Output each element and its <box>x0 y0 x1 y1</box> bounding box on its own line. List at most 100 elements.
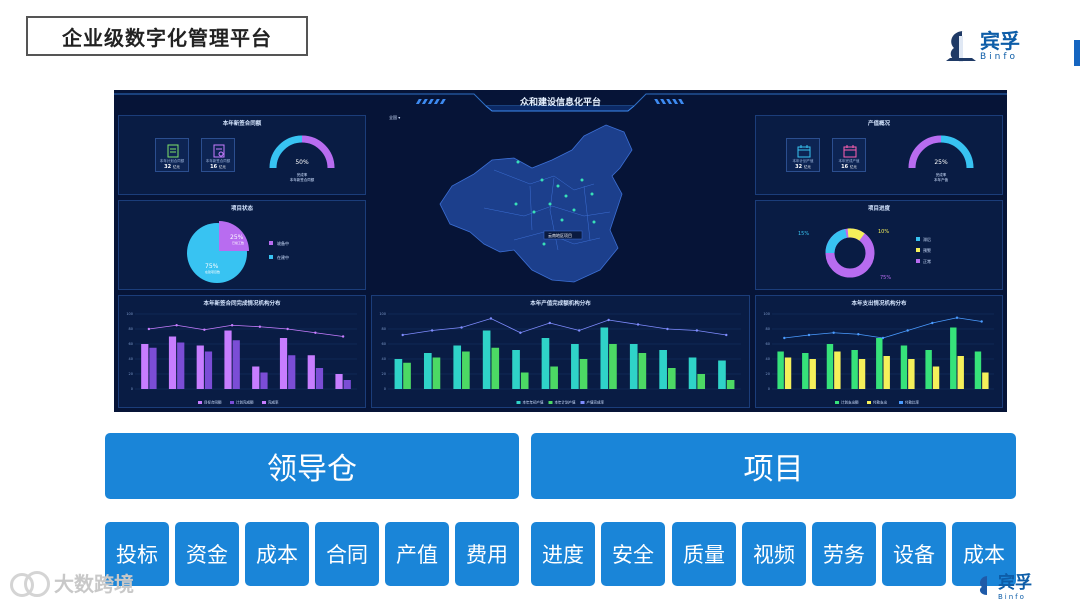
accent-bar <box>1074 40 1080 66</box>
y-tick-label: 100 <box>126 312 133 316</box>
project-status-title: 项目状态 <box>230 206 253 212</box>
legend-label: 计划完成额 <box>236 400 254 405</box>
line-series <box>148 324 344 337</box>
y-tick-label: 0 <box>384 387 386 391</box>
legend-label: 竣备中 <box>277 240 289 246</box>
gauge-value: 25% <box>934 159 948 166</box>
module-safety-button[interactable]: 安全 <box>601 522 665 586</box>
dashboard-preview: 众和建设信息化平台 全国 ▾ 本年新签合同额 本年计划合同额 32 亿元 本年新… <box>114 90 1007 412</box>
gauge-label: 完成率 <box>297 172 308 177</box>
project-progress-title: 项目进度 <box>867 206 890 212</box>
bar-series-2 <box>667 368 676 389</box>
bar-series-1 <box>600 327 609 389</box>
line-point <box>607 318 610 322</box>
module-expense-button[interactable]: 费用 <box>455 522 519 586</box>
bar-series-1 <box>826 344 834 389</box>
output-card-done: 本年完成产值 16 亿元 <box>832 138 866 172</box>
project-progress-panel: 项目进度 15% 10% 75% 滞后 预警 正常 <box>755 200 1003 290</box>
bar-series-2 <box>957 356 964 389</box>
module-progress-button[interactable]: 进度 <box>531 522 595 586</box>
bar-series-1 <box>802 353 809 389</box>
line-point <box>519 331 522 334</box>
module-labor-button[interactable]: 劳务 <box>812 522 876 586</box>
document-icon <box>167 144 179 158</box>
donut-label: 15% <box>798 231 809 237</box>
module-cost-button[interactable]: 成本 <box>245 522 309 586</box>
legend-swatch <box>548 401 553 404</box>
bar-series-1 <box>777 351 784 389</box>
dashboard-header-frame <box>114 93 1007 112</box>
line-point <box>401 333 404 337</box>
bar-series-1 <box>925 350 932 389</box>
project-status-panel: 项目状态 25% 已竣工数 75% 在建项目数 竣备中 在建中 <box>118 200 366 290</box>
bar-series-1 <box>482 330 491 389</box>
bar-series-1 <box>659 350 667 389</box>
bar-series-2 <box>697 374 706 389</box>
line-point <box>725 333 728 337</box>
bar-series-1 <box>851 350 858 389</box>
y-tick-label: 0 <box>768 387 770 391</box>
module-project-cost-button[interactable]: 成本 <box>952 522 1016 586</box>
bar-series-1 <box>876 338 883 389</box>
chart-panel-expense: 本年支出情况机构分布 0 20 40 60 80 100 计划支出额 付款支出 付款比率 <box>755 295 1003 408</box>
bar-series-1 <box>168 336 177 389</box>
bar-series-1 <box>541 338 550 389</box>
module-equipment-button[interactable]: 设备 <box>882 522 946 586</box>
output-gauge: 25% 完成率 本年产值 <box>908 135 974 182</box>
bar-series-1 <box>279 338 288 389</box>
watermark-icon <box>8 569 50 597</box>
line-point <box>666 327 669 331</box>
line-point <box>636 323 640 326</box>
region-select[interactable]: 全国 ▾ <box>389 115 401 120</box>
bar-series-2 <box>784 357 792 389</box>
leadership-module-label: 领导仓 <box>267 452 357 487</box>
legend-label: 正常 <box>923 258 931 264</box>
module-output-button[interactable]: 产值 <box>385 522 449 586</box>
watermark: 大数跨境 <box>8 568 134 597</box>
bar-series-1 <box>196 345 204 389</box>
legend-swatch <box>899 401 903 404</box>
line-point <box>832 331 835 334</box>
logo-mark-icon <box>979 575 988 595</box>
legend-label: 计划支出额 <box>841 400 859 405</box>
bar-series-1 <box>974 351 982 389</box>
y-tick-label: 20 <box>382 372 386 376</box>
bar-series-2 <box>204 351 213 389</box>
leadership-module-header[interactable]: 领导仓 <box>105 433 519 499</box>
output-bar-chart: 0 20 40 60 80 100 本年年初产值 本年计划产值 产值完成率 <box>379 312 741 405</box>
bar-series-2 <box>149 347 157 389</box>
calendar-icon <box>843 145 857 158</box>
line-point <box>857 333 860 336</box>
line-point <box>980 320 983 323</box>
bar-series-2 <box>579 359 588 389</box>
line-point <box>807 333 811 337</box>
module-label: 安全 <box>612 543 654 567</box>
y-tick-label: 80 <box>766 327 770 331</box>
y-tick-label: 20 <box>766 372 770 376</box>
line-point <box>341 335 345 338</box>
calendar-icon <box>797 145 811 158</box>
project-progress-legend: 滞后 预警 正常 <box>916 237 931 264</box>
legend-label: 滞后 <box>923 237 931 242</box>
card-label: 本年新签合同额 <box>205 159 231 163</box>
project-module-header[interactable]: 项目 <box>531 433 1016 499</box>
output-title: 产值概况 <box>867 121 890 127</box>
bar-series-2 <box>883 356 890 389</box>
module-label: 合同 <box>326 543 368 567</box>
region-select-value: 全国 <box>389 115 397 120</box>
line-point <box>258 325 262 328</box>
module-bidding-button[interactable]: 投标 <box>105 522 169 586</box>
line-point <box>147 327 151 331</box>
module-label: 质量 <box>683 543 725 567</box>
map-popup: 云南地区项目 <box>548 232 572 238</box>
card-label: 本年计划产值 <box>792 159 814 163</box>
legend-swatch <box>198 401 202 404</box>
module-label: 费用 <box>466 543 508 567</box>
module-funds-button[interactable]: 资金 <box>175 522 239 586</box>
bar-series-2 <box>403 362 411 389</box>
module-quality-button[interactable]: 质量 <box>672 522 736 586</box>
chart-title: 本年产值完成额机构分布 <box>530 301 591 307</box>
bar-series-2 <box>288 355 296 389</box>
module-video-button[interactable]: 视频 <box>742 522 806 586</box>
module-contract-button[interactable]: 合同 <box>315 522 379 586</box>
